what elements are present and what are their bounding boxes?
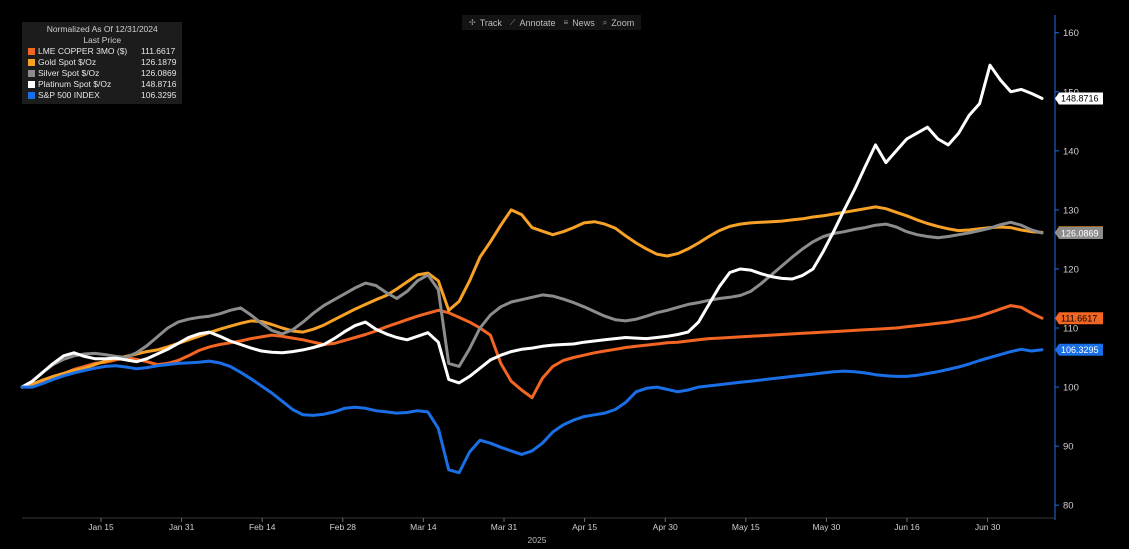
y-tick-label: 80 — [1063, 501, 1074, 512]
x-tick-label: Mar 31 — [491, 522, 518, 532]
last-value-tag: 126.0869 — [1055, 227, 1103, 240]
pencil-icon: ⟋ — [509, 17, 516, 27]
last-value-tag: 111.6617 — [1055, 312, 1103, 325]
y-axis: 8090100110120130140150160 — [1054, 15, 1079, 520]
x-axis-label: 2025 — [528, 535, 547, 545]
legend-swatch — [28, 59, 35, 66]
legend-item: LME COPPER 3MO ($) 111.6617 — [28, 46, 176, 57]
last-value-tag: 106.3295 — [1055, 343, 1103, 356]
series-line-lme-copper-3mo — [20, 304, 1044, 400]
last-value-tag-text: 111.6617 — [1061, 313, 1097, 323]
legend-item: Platinum Spot $/Oz 148.8716 — [28, 79, 176, 90]
legend-series-value: 126.1879 — [141, 57, 177, 67]
legend-swatch — [28, 81, 35, 88]
track-button[interactable]: ✢ Track — [469, 18, 502, 28]
legend-item: Gold Spot $/Oz 126.1879 — [28, 57, 176, 68]
legend-item: S&P 500 INDEX 106.3295 — [28, 90, 176, 101]
zoom-label: Zoom — [611, 17, 635, 28]
track-label: Track — [479, 17, 502, 28]
last-value-tag-bg — [1055, 312, 1103, 325]
series-line-silver-spot-oz — [20, 220, 1044, 389]
x-tick-label: Jun 16 — [894, 522, 920, 532]
x-axis: Jan 15 Jan 31 Feb 14 Feb 28 Mar 14 Mar 31 Apr … — [22, 517, 1055, 545]
last-value-tag-text: 148.8716 — [1061, 94, 1099, 104]
series-line-gold-spot-oz — [20, 205, 1044, 389]
legend-series-value: 126.0869 — [141, 68, 177, 78]
last-value-tag-bg — [1055, 92, 1103, 105]
legend-series-value: 111.6617 — [141, 46, 176, 56]
y-tick-label: 90 — [1063, 442, 1074, 453]
legend-series-name: Platinum Spot $/Oz — [38, 79, 112, 89]
x-tick-label: Feb 14 — [249, 522, 276, 532]
x-tick-label: Apr 30 — [653, 522, 678, 532]
legend-series-name: Silver Spot $/Oz — [38, 68, 100, 78]
legend-swatch — [28, 92, 35, 99]
last-value-tag-bg — [1055, 343, 1103, 356]
y-tick-label: 110 — [1063, 324, 1078, 335]
last-value-tag-text: 106.3295 — [1061, 345, 1099, 355]
y-tick-label: 120 — [1063, 264, 1079, 275]
series-layer — [20, 63, 1044, 475]
legend-series-name: Gold Spot $/Oz — [38, 57, 97, 67]
legend-swatch — [28, 70, 35, 77]
chart-toolbar: ✢ Track ⟋ Annotate ≡ News ⌕ Zoom — [462, 15, 642, 30]
x-tick-label: Feb 28 — [330, 522, 357, 532]
x-tick-label: Apr 15 — [572, 522, 597, 532]
x-tick-label: Jan 31 — [169, 522, 195, 532]
x-tick-label: Jun 30 — [975, 522, 1001, 532]
annotate-label: Annotate — [519, 17, 556, 28]
legend-rows: LME COPPER 3MO ($) 111.6617 Gold Spot $/Oz… — [28, 46, 176, 101]
x-tick-label: Mar 14 — [410, 522, 437, 532]
legend-swatch — [28, 48, 35, 55]
x-tick-label: May 15 — [732, 522, 760, 532]
news-icon: ≡ — [563, 18, 569, 27]
magnifier-icon: ⌕ — [602, 17, 608, 27]
crosshair-icon: ✢ — [469, 18, 476, 27]
x-tick-label: Jan 15 — [88, 522, 114, 532]
y-tick-label: 140 — [1063, 146, 1079, 157]
last-value-tag: 148.8716 — [1055, 92, 1103, 105]
y-tick-label: 160 — [1063, 28, 1079, 39]
zoom-button[interactable]: ⌕ Zoom — [603, 18, 635, 28]
x-tick-label: May 30 — [812, 522, 840, 532]
legend-subheader: Last Price — [83, 35, 122, 45]
news-label: News — [572, 17, 595, 28]
legend-header: Normalized As Of 12/31/2024 — [46, 24, 158, 34]
annotate-button[interactable]: ⟋ Annotate — [510, 18, 556, 28]
series-line-s-p-500-index — [20, 347, 1044, 475]
legend-series-value: 148.8716 — [141, 79, 177, 89]
legend: Normalized As Of 12/31/2024 Last Price L… — [22, 22, 183, 104]
last-value-tag-bg — [1055, 227, 1103, 240]
y-tick-label: 100 — [1063, 383, 1079, 394]
last-value-tag-text: 126.0869 — [1061, 228, 1099, 238]
series-line-platinum-spot-oz — [20, 63, 1044, 389]
legend-item: Silver Spot $/Oz 126.0869 — [28, 68, 176, 79]
legend-series-name: S&P 500 INDEX — [38, 90, 100, 100]
news-button[interactable]: ≡ News — [564, 18, 595, 28]
legend-series-name: LME COPPER 3MO ($) — [38, 46, 128, 56]
y-tick-label: 130 — [1063, 205, 1079, 216]
legend-series-value: 106.3295 — [141, 90, 177, 100]
